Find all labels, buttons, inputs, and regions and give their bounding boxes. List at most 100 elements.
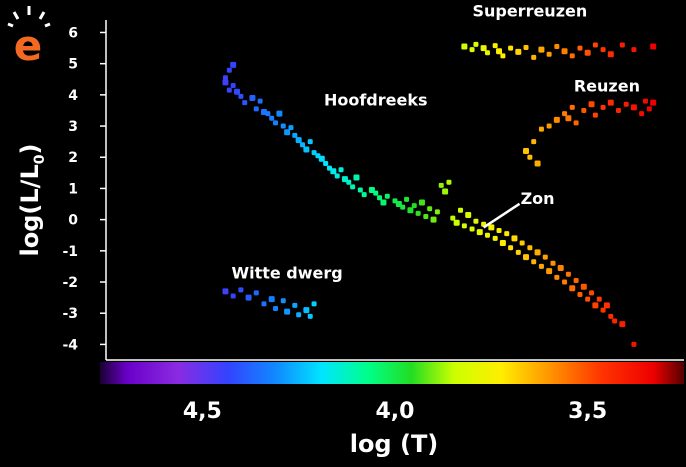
y-tick-label: -1	[62, 244, 78, 260]
logo-ray	[12, 11, 20, 20]
star-point-superreuzen	[480, 45, 487, 52]
star-point-hoofdreeks	[253, 106, 259, 112]
star-point-hoofdreeks	[230, 61, 237, 68]
star-point-reuzen	[569, 104, 575, 110]
star-point-hoofdreeks	[418, 199, 425, 206]
star-point-hoofdreeks	[511, 235, 518, 242]
star-point-hoofdreeks	[400, 204, 406, 210]
logo-letter: e	[14, 21, 43, 70]
pointer-zon	[482, 202, 521, 229]
star-point-reuzen	[523, 148, 530, 155]
star-point-hoofdreeks	[380, 199, 387, 206]
star-point-hoofdreeks	[307, 139, 313, 145]
star-point-hoofdreeks	[373, 190, 379, 196]
y-tick-label: 0	[68, 213, 78, 229]
y-tick-label: 1	[68, 181, 78, 197]
star-point-hoofdreeks	[284, 129, 291, 136]
star-point-superreuzen	[461, 43, 468, 50]
star-point-hoofdreeks	[288, 125, 294, 131]
star-point-reuzen	[607, 99, 614, 106]
star-point-reuzen	[650, 99, 657, 106]
star-point-hoofdreeks	[508, 245, 514, 251]
star-point-superreuzen	[592, 42, 598, 48]
star-point-witte-dwerg	[284, 308, 291, 315]
data-points	[222, 41, 657, 347]
star-point-hoofdreeks	[450, 215, 456, 221]
star-point-hoofdreeks	[569, 285, 576, 292]
star-point-hoofdreeks	[531, 259, 537, 265]
star-point-hoofdreeks	[438, 182, 444, 188]
star-point-superreuzen	[496, 48, 503, 55]
star-point-hoofdreeks	[323, 160, 329, 166]
star-point-superreuzen	[631, 47, 637, 53]
star-point-reuzen	[565, 115, 572, 122]
star-point-reuzen	[553, 116, 560, 123]
star-point-hoofdreeks	[619, 321, 626, 328]
label-zon: Zon	[521, 189, 555, 208]
star-point-witte-dwerg	[280, 298, 286, 304]
y-ticks: 6 5 4 3 2 1 0 -1 -2 -3 -4	[62, 25, 106, 353]
star-point-superreuzen	[523, 44, 529, 50]
star-point-hoofdreeks	[461, 223, 467, 229]
star-point-hoofdreeks	[384, 193, 390, 199]
star-point-hoofdreeks	[580, 283, 587, 290]
logo-ray	[44, 22, 51, 28]
star-point-hoofdreeks	[484, 232, 490, 238]
star-point-hoofdreeks	[427, 206, 433, 212]
label-hoofdreeks: Hoofdreeks	[324, 91, 428, 110]
star-point-superreuzen	[607, 51, 614, 58]
star-point-reuzen	[527, 154, 533, 160]
star-point-hoofdreeks	[238, 93, 244, 99]
star-point-superreuzen	[484, 50, 490, 56]
star-point-superreuzen	[650, 43, 657, 50]
star-point-reuzen	[592, 112, 598, 118]
star-point-hoofdreeks	[476, 229, 483, 236]
star-point-hoofdreeks	[504, 231, 510, 237]
star-point-witte-dwerg	[222, 288, 229, 295]
star-point-hoofdreeks	[499, 240, 506, 247]
star-point-hoofdreeks	[273, 120, 279, 126]
star-point-hoofdreeks	[473, 218, 479, 224]
y-tick-label: 3	[68, 119, 78, 135]
star-point-witte-dwerg	[296, 312, 302, 318]
plot-axes	[105, 20, 684, 361]
star-point-reuzen	[630, 104, 637, 111]
star-point-hoofdreeks	[269, 115, 275, 121]
star-point-hoofdreeks	[577, 291, 583, 297]
star-point-hoofdreeks	[334, 173, 340, 179]
star-point-witte-dwerg	[311, 301, 317, 307]
star-point-hoofdreeks	[353, 174, 360, 181]
star-point-superreuzen	[569, 53, 575, 59]
star-point-hoofdreeks	[631, 341, 637, 347]
star-point-hoofdreeks	[453, 219, 460, 226]
star-point-superreuzen	[500, 53, 506, 59]
star-point-witte-dwerg	[253, 290, 259, 296]
star-point-hoofdreeks	[257, 98, 263, 104]
star-point-hoofdreeks	[295, 137, 302, 144]
star-point-reuzen	[538, 126, 544, 132]
star-point-hoofdreeks	[265, 111, 271, 117]
y-tick-label: -3	[62, 306, 78, 322]
star-point-witte-dwerg	[261, 301, 267, 307]
star-point-hoofdreeks	[357, 187, 363, 193]
star-point-hoofdreeks	[404, 196, 410, 202]
star-point-hoofdreeks	[280, 123, 286, 129]
star-point-hoofdreeks	[565, 271, 571, 277]
star-point-hoofdreeks	[407, 207, 414, 214]
star-point-hoofdreeks	[350, 184, 356, 190]
star-point-hoofdreeks	[415, 210, 421, 216]
star-point-hoofdreeks	[585, 296, 591, 302]
star-point-hoofdreeks	[592, 302, 599, 309]
star-point-hoofdreeks	[542, 254, 548, 260]
star-point-hoofdreeks	[442, 188, 449, 195]
star-point-superreuzen	[561, 48, 568, 55]
star-point-witte-dwerg	[238, 287, 244, 293]
star-point-hoofdreeks	[596, 296, 602, 302]
star-point-superreuzen	[554, 44, 560, 50]
star-point-superreuzen	[600, 47, 606, 53]
y-tick-label: 4	[68, 88, 78, 104]
star-point-hoofdreeks	[603, 302, 610, 309]
star-point-reuzen	[646, 106, 652, 112]
star-point-superreuzen	[531, 54, 537, 60]
y-tick-label: 6	[68, 25, 78, 41]
